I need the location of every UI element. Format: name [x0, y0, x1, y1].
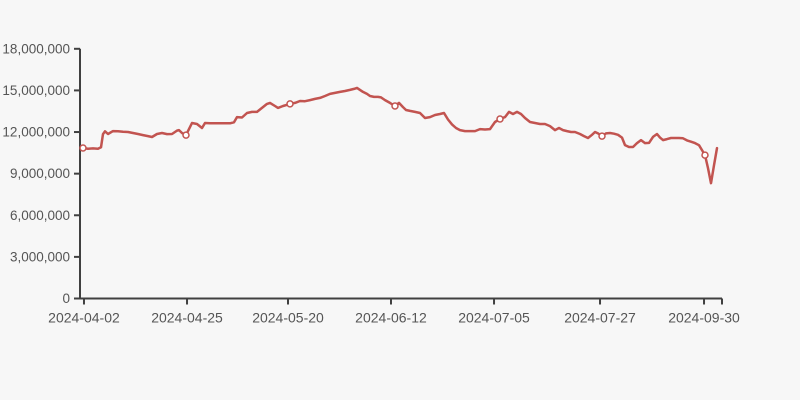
data-point-marker — [286, 100, 294, 108]
x-tick-label: 2024-09-30 — [668, 310, 740, 326]
y-tick-label: 9,000,000 — [10, 166, 70, 181]
y-tick-label: 0 — [62, 291, 70, 306]
data-point-marker — [79, 144, 87, 152]
x-tick-label: 2024-05-20 — [252, 310, 324, 326]
data-point-marker — [391, 102, 399, 110]
y-tick-label: 18,000,000 — [2, 41, 70, 56]
data-point-marker — [701, 151, 709, 159]
x-tick-label: 2024-07-05 — [458, 310, 530, 326]
x-tick-label: 2024-06-12 — [355, 310, 427, 326]
x-tick-label: 2024-04-02 — [48, 310, 120, 326]
data-point-marker — [496, 115, 504, 123]
y-tick-label: 6,000,000 — [10, 208, 70, 223]
x-tick-label: 2024-04-25 — [151, 310, 223, 326]
y-tick-label: 3,000,000 — [10, 249, 70, 264]
data-point-marker — [598, 132, 606, 140]
y-tick-label: 15,000,000 — [2, 83, 70, 98]
y-tick-label: 12,000,000 — [2, 125, 70, 140]
x-tick-label: 2024-07-27 — [564, 310, 636, 326]
series-line — [81, 86, 719, 185]
data-point-marker — [182, 131, 190, 139]
